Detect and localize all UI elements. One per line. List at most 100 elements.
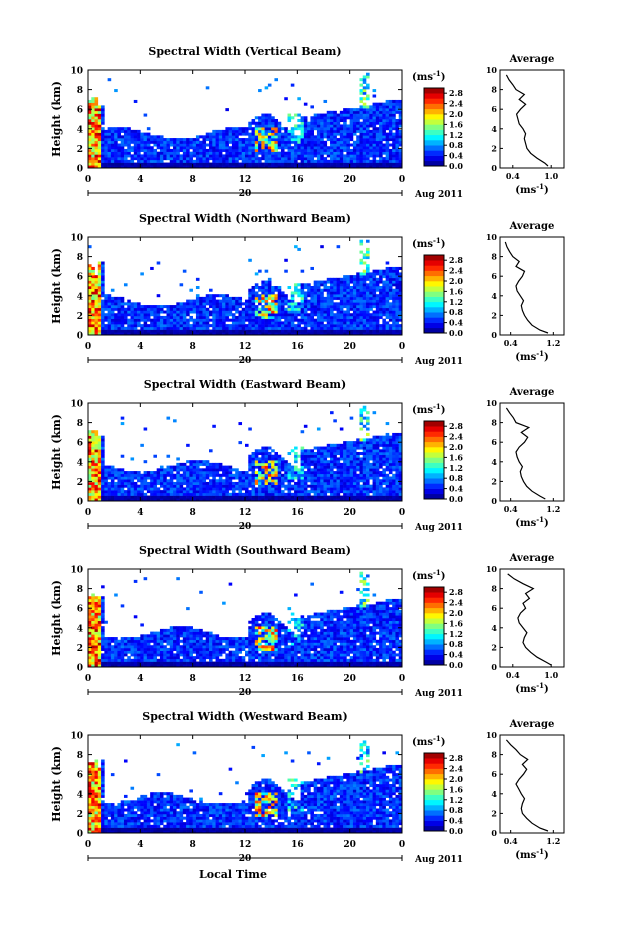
y-tick-label: 0 bbox=[77, 498, 83, 508]
avg-x-tick-label: 1.2 bbox=[546, 836, 560, 846]
y-tick-label: 6 bbox=[77, 439, 83, 449]
colorbar-step bbox=[424, 483, 444, 489]
y-tick-label: 4 bbox=[77, 790, 83, 800]
average-title: Average bbox=[509, 719, 555, 730]
colorbar-step bbox=[424, 307, 444, 313]
average-profile-panel: Average 0 2 4 6 8 10 0.4 1.0(ms-1) bbox=[486, 553, 565, 695]
y-tick-label: 0 bbox=[77, 332, 83, 342]
colorbar-unit: (ms-1) bbox=[412, 402, 445, 416]
colorbar-tick-label: 2.8 bbox=[449, 421, 463, 431]
colorbar-step bbox=[424, 301, 444, 308]
colorbar-step bbox=[424, 478, 444, 484]
chart-panel-2: Spectral Width (Northward Beam) Height (k… bbox=[50, 212, 565, 367]
average-unit: (ms-1) bbox=[515, 681, 548, 695]
average-unit: (ms-1) bbox=[515, 847, 548, 861]
colorbar-step bbox=[424, 768, 444, 775]
chart-title: Spectral Width (Vertical Beam) bbox=[148, 45, 341, 58]
colorbar-step bbox=[424, 794, 444, 801]
colorbar-tick-label: 1.6 bbox=[449, 618, 463, 628]
y-axis-label: Height (km) bbox=[50, 746, 63, 822]
colorbar-tick-label: 2.4 bbox=[449, 99, 463, 109]
colorbar-frame bbox=[423, 87, 445, 167]
x-tick-label: 0 bbox=[399, 175, 405, 185]
colorbar-step bbox=[424, 145, 444, 151]
avg-y-tick-label: 8 bbox=[491, 750, 497, 760]
avg-y-tick-label: 4 bbox=[491, 623, 497, 633]
colorbar-step bbox=[424, 623, 444, 629]
x-tick-label: 20 bbox=[343, 342, 356, 352]
y-tick-label: 2 bbox=[77, 312, 83, 322]
colorbar-step bbox=[424, 779, 444, 785]
y-tick-label: 8 bbox=[77, 86, 83, 96]
avg-y-tick-label: 8 bbox=[491, 418, 497, 428]
avg-y-tick-label: 6 bbox=[491, 437, 497, 447]
colorbar-frame bbox=[423, 586, 445, 666]
x-axis-label: Local Time bbox=[199, 868, 267, 881]
date-label: Aug 2011 bbox=[414, 357, 463, 367]
colorbar-step bbox=[424, 763, 444, 769]
x-tick-label: 4 bbox=[137, 674, 143, 684]
avg-x-tick-label: 0.4 bbox=[504, 836, 518, 846]
y-axis-label: Height (km) bbox=[50, 580, 63, 656]
average-title: Average bbox=[509, 221, 555, 232]
colorbar: 0.00.40.81.21.62.02.42.8 bbox=[423, 87, 463, 171]
colorbar-tick-label: 0.8 bbox=[449, 805, 463, 815]
avg-x-tick-label: 0.4 bbox=[506, 670, 520, 680]
colorbar-tick-label: 2.0 bbox=[449, 109, 463, 119]
day-label: 20 bbox=[239, 189, 252, 199]
x-tick-label: 4 bbox=[137, 175, 143, 185]
colorbar-tick-label: 0.4 bbox=[449, 650, 463, 660]
chart-title: Spectral Width (Northward Beam) bbox=[139, 212, 351, 225]
colorbar-tick-label: 0.0 bbox=[449, 161, 463, 171]
colorbar-step bbox=[424, 291, 444, 297]
colorbar-tick-label: 1.6 bbox=[449, 452, 463, 462]
colorbar-step bbox=[424, 784, 444, 790]
date-label: Aug 2011 bbox=[414, 689, 463, 699]
colorbar-tick-label: 2.4 bbox=[449, 266, 463, 276]
avg-y-tick-label: 6 bbox=[491, 104, 497, 114]
x-tick-label: 16 bbox=[291, 342, 304, 352]
colorbar-tick-label: 1.2 bbox=[449, 629, 463, 639]
y-tick-label: 10 bbox=[70, 67, 83, 77]
x-tick-label: 16 bbox=[291, 674, 304, 684]
x-tick-label: 20 bbox=[343, 840, 356, 850]
y-tick-label: 8 bbox=[77, 253, 83, 263]
colorbar-step bbox=[424, 134, 444, 141]
y-tick-label: 10 bbox=[70, 234, 83, 244]
colorbar-tick-label: 0.0 bbox=[449, 494, 463, 504]
colorbar-step bbox=[424, 119, 444, 125]
avg-x-tick-label: 1.0 bbox=[544, 670, 558, 680]
x-tick-label: 0 bbox=[85, 674, 91, 684]
avg-y-tick-label: 0 bbox=[491, 496, 497, 506]
colorbar-step bbox=[424, 114, 444, 120]
y-tick-label: 2 bbox=[77, 644, 83, 654]
x-tick-label: 20 bbox=[343, 508, 356, 518]
colorbar-tick-label: 2.4 bbox=[449, 598, 463, 608]
colorbar-step bbox=[424, 452, 444, 458]
y-tick-label: 0 bbox=[77, 664, 83, 674]
colorbar-step bbox=[424, 493, 444, 500]
colorbar-step bbox=[424, 124, 444, 130]
x-tick-label: 4 bbox=[137, 508, 143, 518]
colorbar-step bbox=[424, 265, 444, 271]
colorbar-step bbox=[424, 322, 444, 329]
colorbar-tick-label: 0.4 bbox=[449, 318, 463, 328]
y-tick-label: 10 bbox=[70, 400, 83, 410]
x-tick-label: 0 bbox=[399, 342, 405, 352]
average-unit: (ms-1) bbox=[515, 182, 548, 196]
x-tick-label: 4 bbox=[137, 342, 143, 352]
colorbar-step bbox=[424, 810, 444, 816]
colorbar-step bbox=[424, 140, 444, 146]
y-tick-label: 10 bbox=[70, 732, 83, 742]
heatmap-field bbox=[88, 72, 403, 169]
avg-y-tick-label: 8 bbox=[491, 584, 497, 594]
colorbar-tick-label: 0.8 bbox=[449, 140, 463, 150]
colorbar-tick-label: 2.0 bbox=[449, 774, 463, 784]
y-tick-label: 6 bbox=[77, 106, 83, 116]
y-tick-label: 4 bbox=[77, 125, 83, 135]
colorbar-step bbox=[424, 473, 444, 479]
average-unit: (ms-1) bbox=[515, 515, 548, 529]
x-tick-label: 12 bbox=[239, 342, 252, 352]
colorbar-step bbox=[424, 260, 444, 266]
y-tick-label: 10 bbox=[70, 566, 83, 576]
